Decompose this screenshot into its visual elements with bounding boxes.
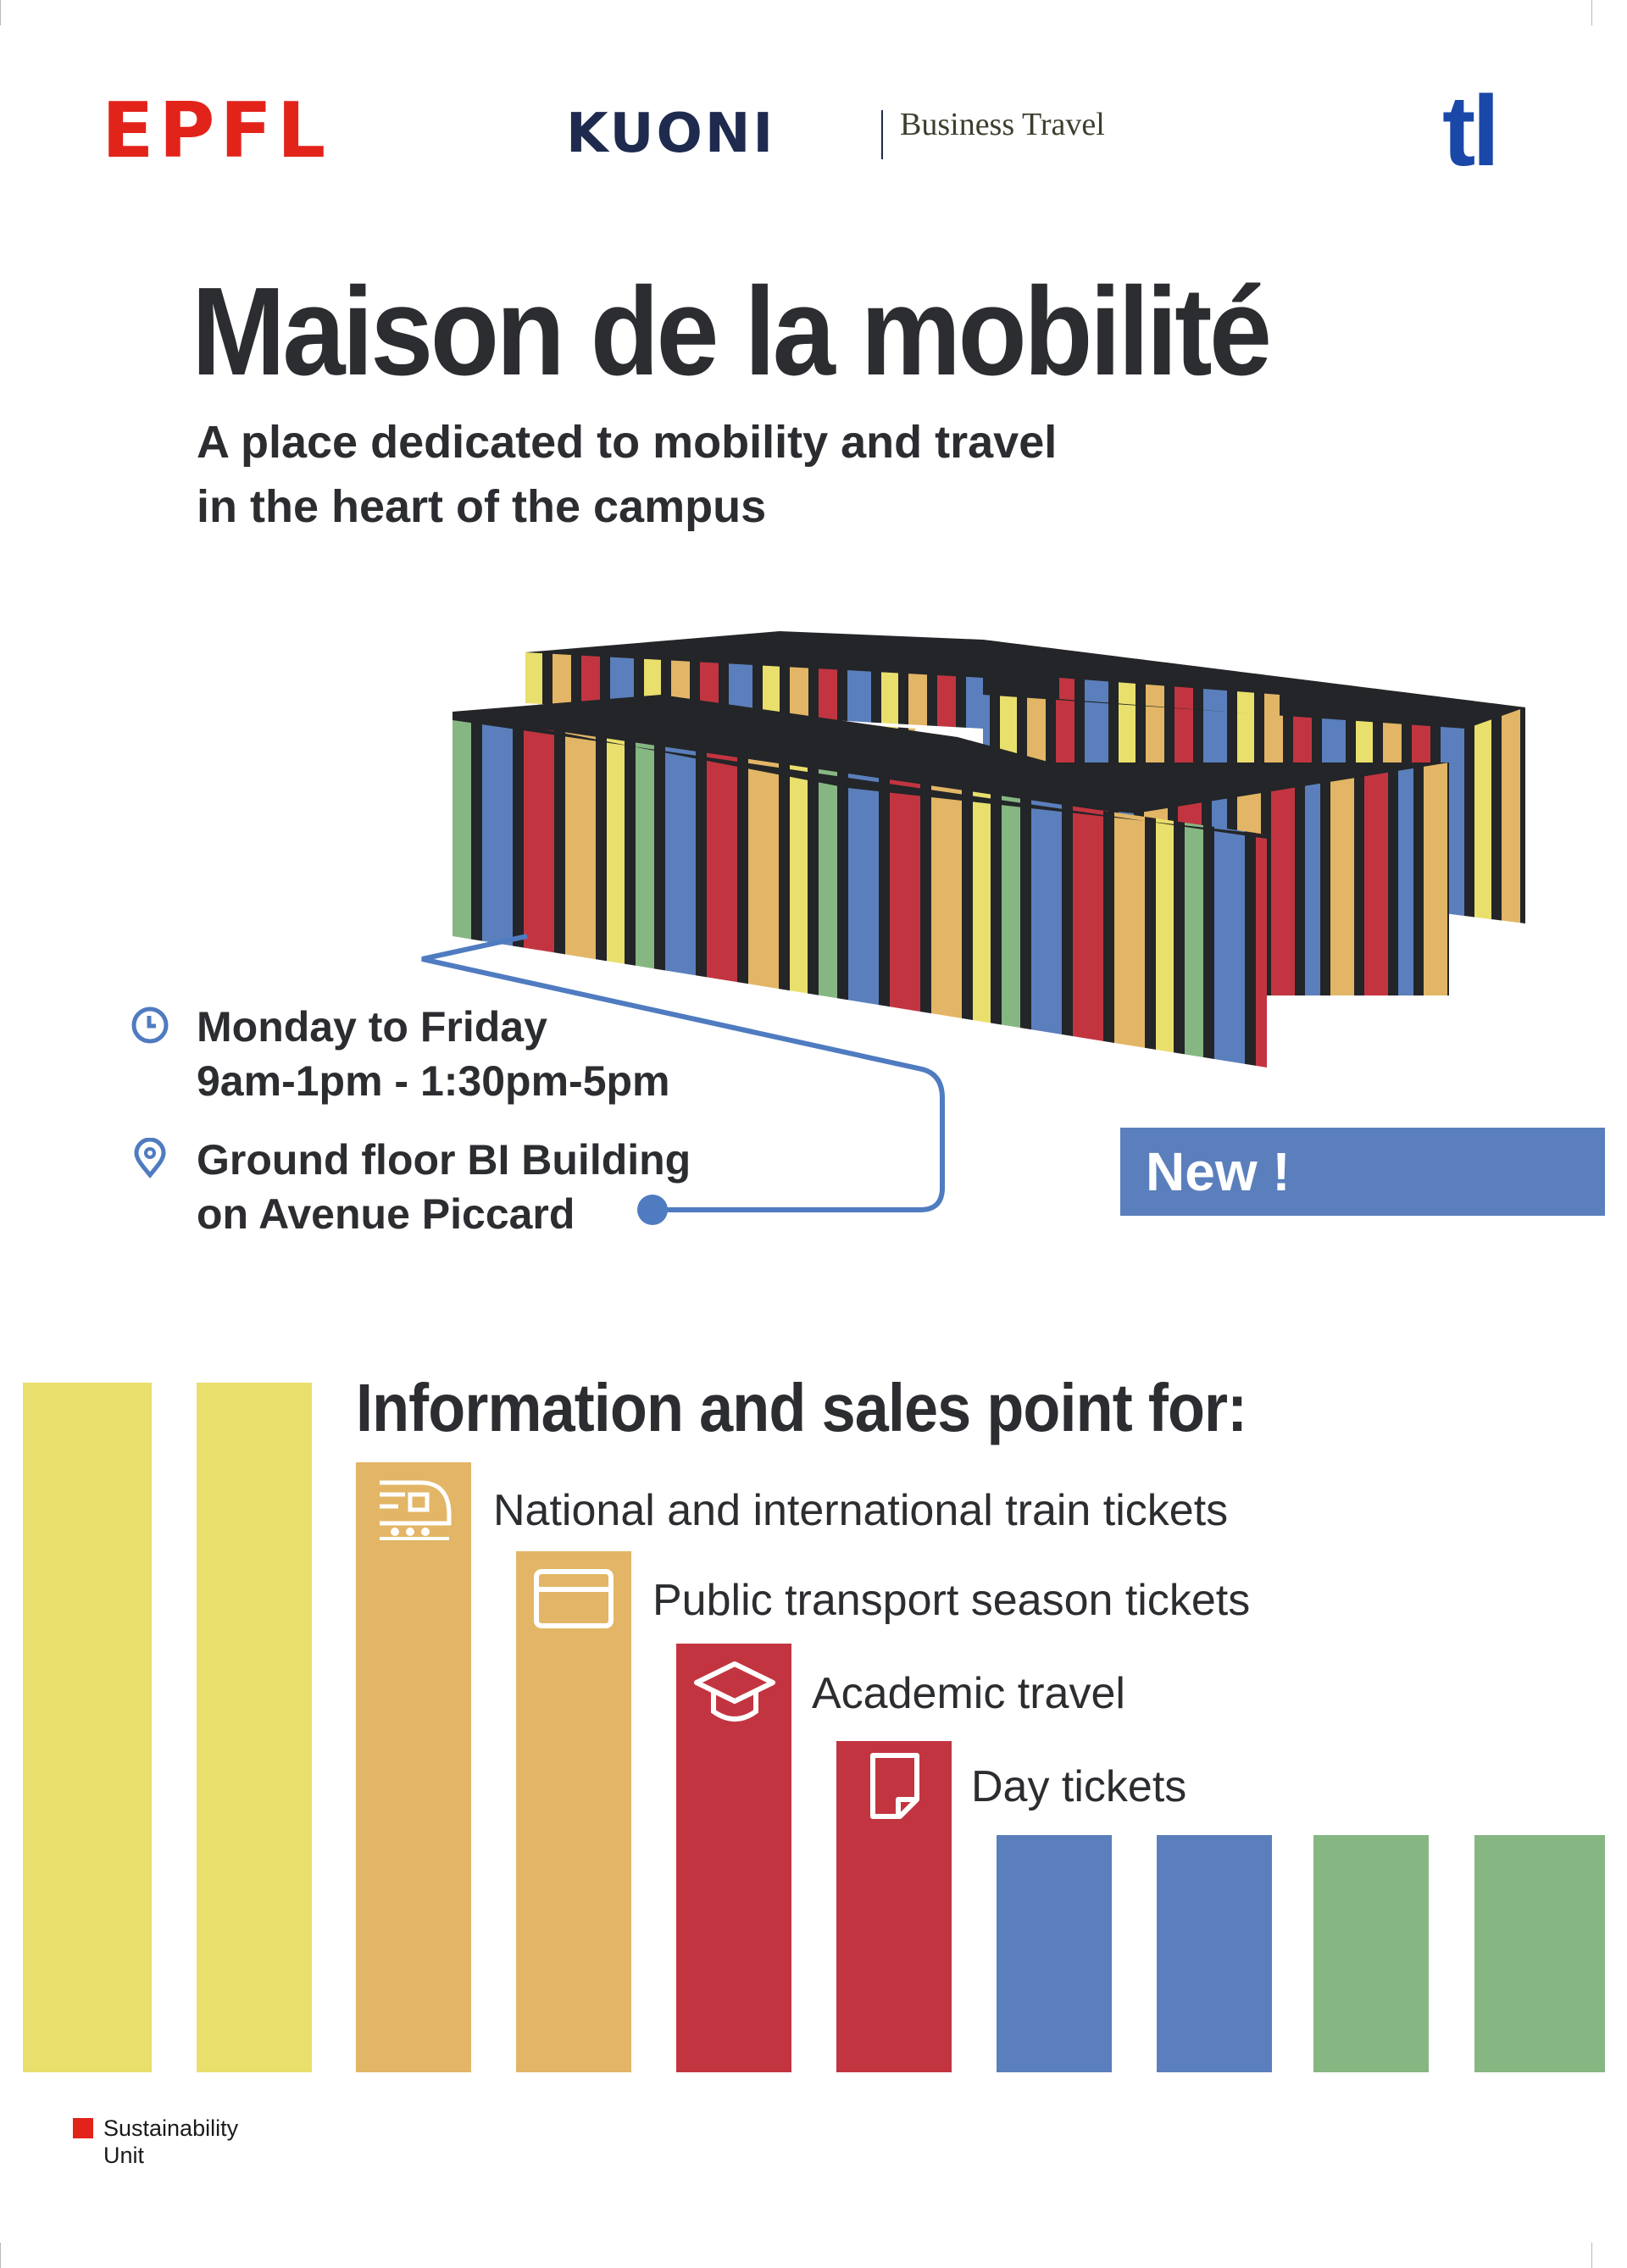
graduation-cap-icon [694, 1661, 775, 1722]
route-line [421, 934, 945, 1212]
location-building: Ground floor BI Building [197, 1136, 691, 1184]
opening-hours: Monday to Friday 9am-1pm - 1:30pm-5pm [197, 1000, 670, 1108]
epfl-logo: EPFL [102, 86, 331, 175]
color-bar-yellow [197, 1383, 312, 2072]
color-bar-green [1474, 1835, 1605, 2072]
service-day-tickets: Day tickets [971, 1762, 1187, 1811]
color-bar-orange [516, 1551, 631, 2072]
color-bar-red [836, 1741, 952, 2072]
page-subtitle: A place dedicated to mobility and travel… [197, 410, 1057, 539]
kuoni-logo-divider [881, 110, 883, 159]
building-front-facade [453, 716, 1267, 1067]
location: Ground floor BI Building on Avenue Picca… [197, 1133, 691, 1241]
location-street: on Avenue Piccard [197, 1190, 575, 1238]
new-badge-label: New ! [1146, 1141, 1291, 1202]
clock-icon [131, 1006, 169, 1044]
building-illustration [421, 631, 1525, 1225]
color-bar-yellow [23, 1383, 152, 2072]
crop-mark [0, 2243, 1, 2268]
page-title: Maison de la mobilité [192, 262, 1272, 402]
color-bar-orange [356, 1462, 471, 2072]
services-heading: Information and sales point for: [356, 1370, 1247, 1445]
new-badge: New ! [1120, 1128, 1605, 1216]
building-front-roof [453, 695, 1449, 813]
opening-times: 9am-1pm - 1:30pm-5pm [197, 1057, 670, 1105]
opening-days: Monday to Friday [197, 1003, 547, 1051]
tl-logo: tl [1442, 75, 1500, 187]
subtitle-line-2: in the heart of the campus [197, 481, 767, 532]
service-train-tickets: National and international train tickets [493, 1486, 1229, 1535]
crop-mark [1591, 2243, 1592, 2268]
building-side-facade [1267, 767, 1449, 995]
sustainability-unit-line-1: Sustainability [103, 2116, 239, 2141]
kuoni-business-travel: Business Travel [900, 107, 1105, 142]
sustainability-unit-mark [73, 2118, 93, 2138]
building-front-edge [453, 712, 1267, 839]
crop-mark [1591, 0, 1592, 25]
sustainability-unit-label: Sustainability Unit [103, 2115, 238, 2169]
sustainability-unit-line-2: Unit [103, 2143, 145, 2168]
color-bar-green [1313, 1835, 1429, 2072]
kuoni-logo: KUONI [566, 103, 776, 165]
color-bar-blue [997, 1835, 1112, 2072]
service-season-tickets: Public transport season tickets [652, 1576, 1251, 1625]
service-academic-travel: Academic travel [812, 1669, 1125, 1718]
color-bar-red [676, 1644, 791, 2072]
route-endpoint [637, 1195, 668, 1225]
color-bar-blue [1157, 1835, 1272, 2072]
subtitle-line-1: A place dedicated to mobility and travel [197, 417, 1058, 468]
card-icon [534, 1569, 614, 1628]
building-courtyard [1059, 678, 1280, 716]
train-icon [380, 1480, 452, 1540]
crop-mark [0, 0, 1, 25]
map-pin-icon [134, 1138, 166, 1178]
ticket-icon [870, 1753, 919, 1819]
